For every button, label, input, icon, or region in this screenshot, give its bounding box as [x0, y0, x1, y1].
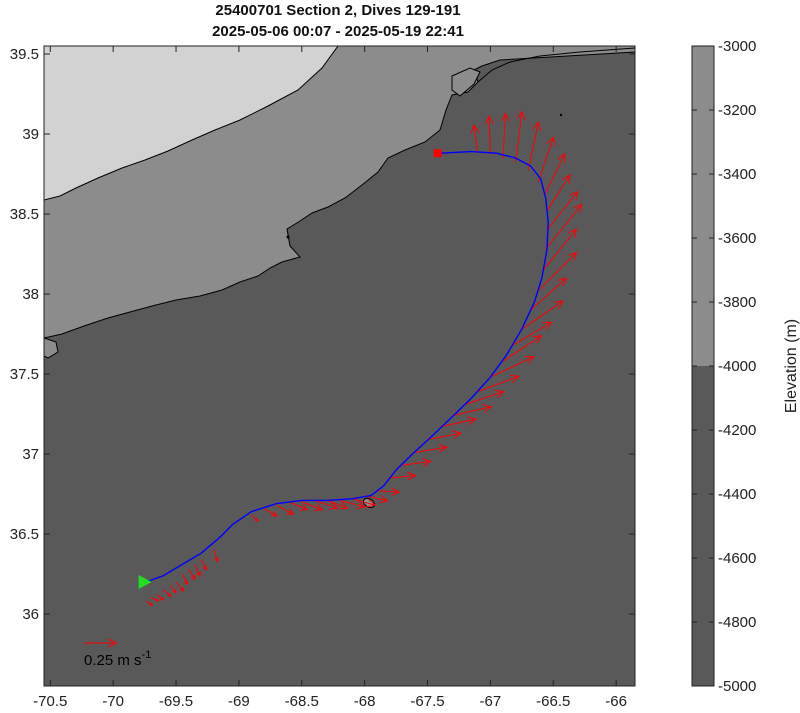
x-tick-label: -70.5	[33, 693, 67, 710]
x-tick-label: -68	[354, 693, 376, 710]
current-vector	[439, 416, 478, 428]
colorbar-tick-label: -4400	[718, 486, 756, 503]
x-tick-label: -66	[605, 693, 627, 710]
current-vector	[181, 573, 188, 586]
y-tick-label: 39	[22, 126, 39, 143]
current-vector	[200, 559, 207, 571]
current-vector	[477, 374, 520, 393]
colorbar-tick-label: -3000	[718, 38, 756, 55]
current-vector	[145, 600, 154, 606]
colorbar-label: Elevation (m)	[783, 319, 800, 413]
colorbar-tick-label: -4200	[718, 422, 756, 439]
glider-track	[145, 150, 549, 583]
y-tick-label: 38	[22, 286, 39, 303]
shallow-zone	[44, 46, 339, 201]
x-tick-label: -66.5	[536, 693, 570, 710]
current-vector	[512, 321, 553, 346]
x-tick-label: -70	[102, 693, 124, 710]
chart-title: 25400701 Section 2, Dives 129-191	[215, 2, 460, 19]
small-dot	[559, 113, 563, 117]
x-tick-label: -69	[228, 693, 250, 710]
current-vector	[188, 568, 196, 581]
end-marker	[433, 149, 442, 158]
start-marker	[138, 575, 152, 589]
current-vector	[351, 498, 377, 508]
current-vector	[546, 190, 579, 231]
x-tick-label: -68.5	[285, 693, 319, 710]
current-vector	[521, 300, 564, 330]
colorbar: -3000 -3200 -3400 -3600 -3800 -4000 -4200 -4400…	[691, 38, 756, 695]
current-vector	[276, 504, 295, 515]
y-tick-label: 39.5	[10, 46, 39, 63]
current-vector	[389, 471, 417, 481]
chart-subtitle: 2025-05-06 00:07 - 2025-05-19 22:41	[212, 23, 464, 40]
y-tick-label: 38.5	[10, 206, 39, 223]
current-vector	[542, 228, 578, 271]
colorbar-tick-label: -4000	[718, 358, 756, 375]
current-vector	[194, 564, 201, 577]
small-dot	[286, 235, 290, 239]
plot-area	[44, 46, 635, 686]
current-vector	[546, 174, 571, 212]
current-vector	[484, 115, 494, 155]
colorbar-tick-label: -4600	[718, 550, 756, 567]
current-vector	[465, 389, 505, 405]
current-vector	[515, 110, 526, 163]
current-vector	[169, 584, 177, 594]
current-vector	[530, 277, 568, 311]
current-vector	[470, 123, 480, 154]
scale-arrow	[84, 638, 118, 648]
colorbar-tick-label: -3800	[718, 294, 756, 311]
current-vector	[301, 501, 324, 512]
current-vector	[414, 444, 449, 453]
current-vector	[263, 507, 278, 517]
current-vectors	[145, 110, 583, 606]
current-vector	[213, 549, 219, 563]
current-vector	[545, 203, 583, 250]
current-vector	[289, 501, 309, 511]
current-vector	[452, 404, 493, 417]
current-vector	[163, 589, 172, 598]
coast-contour-east	[477, 47, 635, 83]
colorbar-band	[692, 46, 714, 366]
x-tick-label: -69.5	[159, 693, 193, 710]
current-vector	[251, 514, 259, 522]
current-vector	[175, 581, 185, 592]
current-vector	[150, 597, 160, 602]
current-vector	[500, 112, 510, 159]
colorbar-tick-label: -5000	[718, 678, 756, 695]
current-vector	[544, 152, 566, 196]
y-tick-label: 36.5	[10, 526, 39, 543]
x-axis: -70.5 -70 -69.5 -69 -68.5 -68 -67.5 -67 -66.5 -66	[33, 46, 627, 710]
current-vector	[537, 136, 556, 183]
scale-label: 0.25 m s-1	[84, 649, 151, 669]
y-tick-label: 36	[22, 606, 39, 623]
coast-inlet	[44, 337, 59, 359]
scale-arrow-shape	[84, 638, 118, 648]
current-vector	[502, 334, 543, 362]
y-tick-label: 37	[22, 446, 39, 463]
current-vector	[326, 499, 349, 510]
plot-frame	[43, 45, 636, 687]
x-tick-label: -67	[480, 693, 502, 710]
current-vector	[527, 121, 542, 171]
colorbar-tick-label: -4800	[718, 614, 756, 631]
colorbar-band	[692, 366, 714, 686]
colorbar-tick-label: -3200	[718, 102, 756, 119]
colorbar-tick-label: -3400	[718, 166, 756, 183]
colorbar-tick-label: -3600	[718, 230, 756, 247]
y-tick-label: 37.5	[10, 366, 39, 383]
current-vector	[427, 430, 462, 441]
current-vector	[339, 499, 367, 510]
seamount-feature	[451, 67, 481, 97]
current-vector	[156, 594, 165, 601]
current-vector	[402, 458, 432, 467]
x-tick-label: -67.5	[410, 693, 444, 710]
current-vector	[490, 356, 535, 378]
current-vector	[377, 487, 401, 496]
current-vector	[537, 251, 578, 292]
y-axis: 36 36.5 37 37.5 38 38.5 39 39.5	[10, 46, 635, 623]
current-vector	[314, 499, 339, 510]
